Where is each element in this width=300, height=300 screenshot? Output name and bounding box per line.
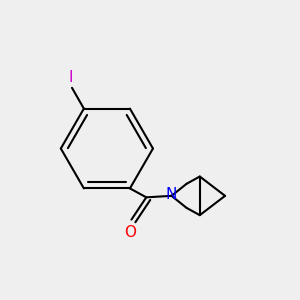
Text: I: I [68,70,73,85]
Text: N: N [166,187,177,202]
Text: O: O [124,225,136,240]
